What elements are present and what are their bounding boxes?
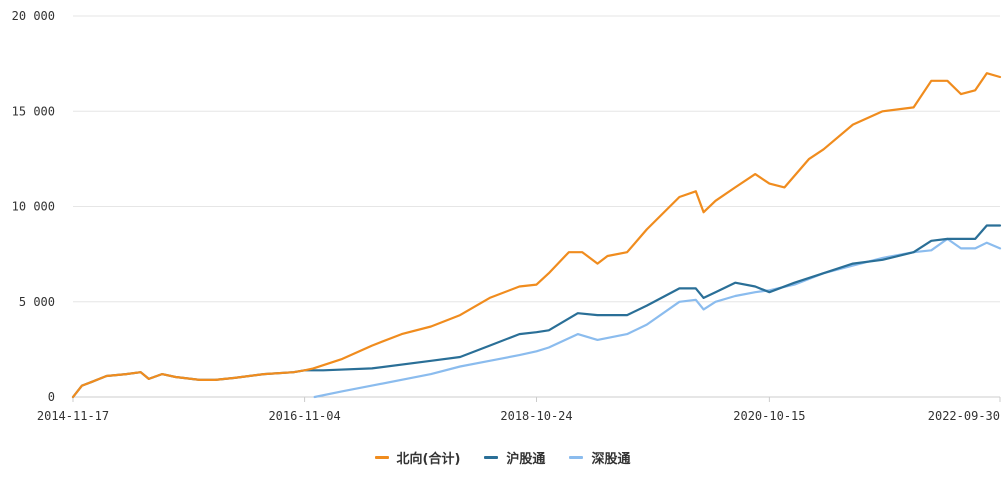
series-lines [71, 72, 1002, 399]
legend-label-northbound-total: 北向(合计) [396, 451, 461, 467]
x-axis [72, 396, 1001, 402]
legend-item-shanghai-connect[interactable]: 沪股通 [484, 448, 545, 467]
legend-item-shenzhen-connect[interactable]: 深股通 [569, 448, 630, 467]
x-tick-label: 2022-09-30 [928, 409, 1000, 423]
x-tick-label: 2016-11-04 [268, 409, 340, 423]
series-line-1 [71, 224, 1002, 399]
legend-label-shenzhen-connect: 深股通 [591, 451, 631, 467]
y-tick-label: 0 [48, 390, 55, 404]
legend-swatch-northbound-total [374, 455, 389, 459]
legend-swatch-shenzhen-connect [569, 455, 584, 459]
y-tick-label: 15 000 [12, 104, 55, 118]
x-tick-label: 2014-11-17 [37, 409, 109, 423]
line-chart: 0 5 000 10 000 15 000 20 000 2014-11-17 2016-1… [12, 9, 1002, 423]
x-tick-label: 2018-10-24 [500, 409, 572, 423]
grid-lines [73, 15, 1000, 303]
legend-item-northbound-total[interactable]: 北向(合计) [374, 448, 461, 467]
legend-swatch-shanghai-connect [484, 455, 499, 459]
series-line-0 [71, 72, 1002, 399]
y-tick-label: 5 000 [19, 295, 55, 309]
series-line-2 [313, 237, 1002, 399]
y-tick-label: 10 000 [12, 200, 55, 214]
legend-label-shanghai-connect: 沪股通 [506, 451, 546, 467]
tick-labels: 0 5 000 10 000 15 000 20 000 2014-11-17 2016-1… [12, 9, 1000, 423]
legend: 北向(合计) 沪股通 深股通 [0, 445, 1005, 469]
x-tick-label: 2020-10-15 [733, 409, 805, 423]
y-tick-label: 20 000 [12, 9, 55, 23]
